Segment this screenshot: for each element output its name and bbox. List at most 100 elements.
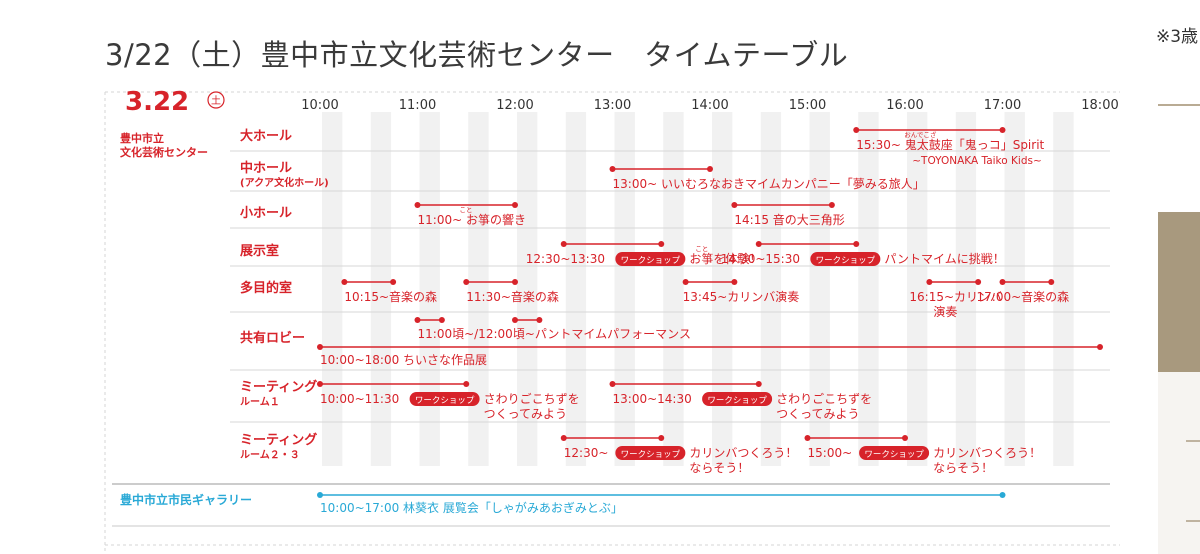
- event-bar-end: [975, 279, 982, 285]
- ruby-text: こと: [695, 245, 708, 253]
- event-label: 16:15~カリンバ: [909, 290, 1002, 304]
- event-title: ならそう！: [689, 461, 749, 475]
- grid-stripe: [955, 112, 977, 466]
- event-label: 11:00頃~/12:00頃~パントマイムパフォーマンス: [418, 327, 691, 341]
- workshop-badge: [702, 392, 773, 406]
- room-label: 小ホール: [240, 206, 292, 221]
- event-label: 11:00~ お箏の響き: [418, 212, 526, 227]
- workshop-badge-label: ワークショップ: [816, 256, 876, 266]
- event-title: つくってみよう: [776, 407, 859, 421]
- workshop-badge-label: ワークショップ: [621, 256, 681, 266]
- room-label: 中ホール: [240, 160, 292, 176]
- hour-label: 15:00: [789, 98, 826, 113]
- event-label: 10:00~18:00 ちいさな作品展: [320, 353, 487, 367]
- event-bar-start: [463, 279, 470, 285]
- grid-stripe: [614, 112, 635, 466]
- grid-stripe: [809, 112, 830, 466]
- grid-stripe: [858, 112, 879, 466]
- grid-stripe: [517, 112, 538, 466]
- event-title: カリンバつくろう！: [689, 446, 797, 460]
- gallery-label: 豊中市立市民ギャラリー: [120, 492, 252, 507]
- hour-label: 12:00: [496, 98, 533, 113]
- hour-label: 13:00: [594, 98, 631, 113]
- event-time: 14:30~15:30: [721, 252, 800, 266]
- event-bar-end: [707, 166, 713, 172]
- event-bar-end: [1048, 279, 1055, 285]
- event-bar-start: [414, 317, 421, 323]
- event-title: さわりごこちずを: [776, 391, 872, 406]
- workshop-badge-label: ワークショップ: [707, 396, 767, 406]
- hour-label: 11:00: [399, 98, 436, 113]
- event-bar-start: [560, 435, 567, 441]
- event-label: 13:00~ いいむろなおきマイムカンパニー「夢みる旅人」: [613, 177, 925, 191]
- event-bar-end: [999, 127, 1006, 133]
- event-bar-start: [341, 279, 348, 285]
- grid-stripe: [565, 112, 587, 466]
- event-time: 12:30~: [564, 446, 609, 460]
- workshop-badge: [615, 252, 686, 266]
- weekday-label: 土: [211, 94, 221, 107]
- event-bar-end: [902, 435, 908, 441]
- hour-label: 16:00: [886, 98, 923, 113]
- sidebar-divider: [1158, 104, 1200, 106]
- event-bar-end: [512, 279, 518, 285]
- event-bar-start: [999, 279, 1006, 285]
- event-bar-end: [390, 279, 397, 285]
- sidebar-tick: [1186, 520, 1200, 522]
- grid-stripe: [419, 112, 440, 466]
- sidebar-band: [1158, 212, 1200, 372]
- event-bar-start: [731, 202, 738, 208]
- event-bar-end: [463, 381, 470, 387]
- grid-stripe: [907, 112, 928, 466]
- grid-stripe: [370, 112, 392, 466]
- event-title: つくってみよう: [484, 407, 567, 421]
- event-bar-start: [755, 241, 762, 247]
- room-label: 大ホール: [240, 128, 292, 144]
- grid-stripe: [1053, 112, 1074, 466]
- event-label: ~TOYONAKA Taiko Kids~: [912, 155, 1042, 167]
- event-time: 10:00~11:30: [320, 392, 399, 406]
- sidebar-tick: [1186, 440, 1200, 442]
- hour-label: 14:00: [691, 98, 728, 113]
- event-bar-end: [828, 202, 835, 208]
- event-title: カリンバつくろう！: [933, 446, 1041, 460]
- gallery-bar-start: [317, 492, 323, 498]
- grid-stripe: [468, 112, 489, 466]
- event-bar-end: [731, 279, 738, 285]
- event-time: 13:00~14:30: [613, 392, 692, 406]
- event-bar-end: [536, 317, 543, 323]
- room-label: ミーティング: [240, 379, 317, 395]
- grid-stripe: [760, 112, 782, 466]
- event-bar-end: [658, 241, 665, 247]
- room-label: ミーティング: [240, 432, 317, 448]
- grid-stripe: [712, 112, 733, 466]
- weekday-circle: [207, 91, 225, 109]
- workshop-badge: [409, 392, 480, 406]
- room-label: 展示室: [240, 243, 279, 259]
- room-label: ルーム２・３: [240, 449, 300, 461]
- event-label: 14:15 音の大三角形: [734, 212, 844, 227]
- gallery-bar-end: [999, 492, 1006, 498]
- event-label: 15:30~ 鬼太鼓座「鬼っコ」Spirit: [856, 137, 1044, 152]
- event-bar-start: [609, 166, 616, 172]
- event-bar-start: [853, 127, 860, 133]
- ruby-text: こと: [460, 206, 473, 214]
- date-label: 3.22: [125, 87, 189, 117]
- room-label: (アクア文化ホール): [240, 176, 329, 189]
- event-bar-start: [414, 202, 421, 208]
- event-bar-start: [926, 279, 933, 285]
- event-bar-start: [317, 381, 323, 387]
- event-title: ならそう！: [933, 461, 993, 475]
- grid-stripe: [322, 112, 343, 466]
- age-note: ※3歳: [1156, 27, 1199, 47]
- event-bar-end: [755, 381, 762, 387]
- event-label: 10:15~音楽の森: [344, 289, 437, 304]
- event-bar-start: [512, 317, 518, 323]
- event-bar-start: [804, 435, 811, 441]
- event-label: 13:45~カリンバ演奏: [683, 289, 800, 304]
- gallery-event-label: 10:00~17:00 林葵衣 展覧会「しゃがみあおぎみとぶ」: [320, 500, 623, 515]
- grid-stripe: [1004, 112, 1025, 466]
- event-bar-end: [512, 202, 518, 208]
- event-title: さわりごこちずを: [484, 391, 580, 406]
